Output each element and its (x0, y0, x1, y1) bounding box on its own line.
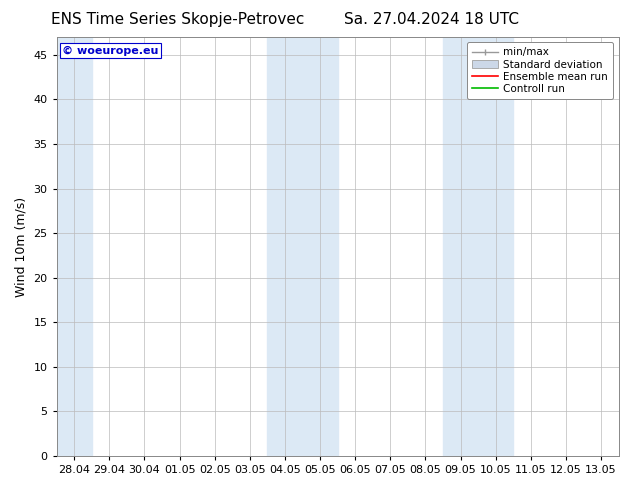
Bar (268, 37, 338, 456)
Y-axis label: Wind 10m (m/s): Wind 10m (m/s) (15, 196, 28, 296)
Text: © woeurope.eu: © woeurope.eu (62, 46, 158, 55)
Text: ENS Time Series Skopje-Petrovec: ENS Time Series Skopje-Petrovec (51, 12, 304, 27)
Bar (56, 37, 92, 456)
Bar (443, 37, 513, 456)
Text: Sa. 27.04.2024 18 UTC: Sa. 27.04.2024 18 UTC (344, 12, 519, 27)
Legend: min/max, Standard deviation, Ensemble mean run, Controll run: min/max, Standard deviation, Ensemble me… (467, 42, 613, 99)
